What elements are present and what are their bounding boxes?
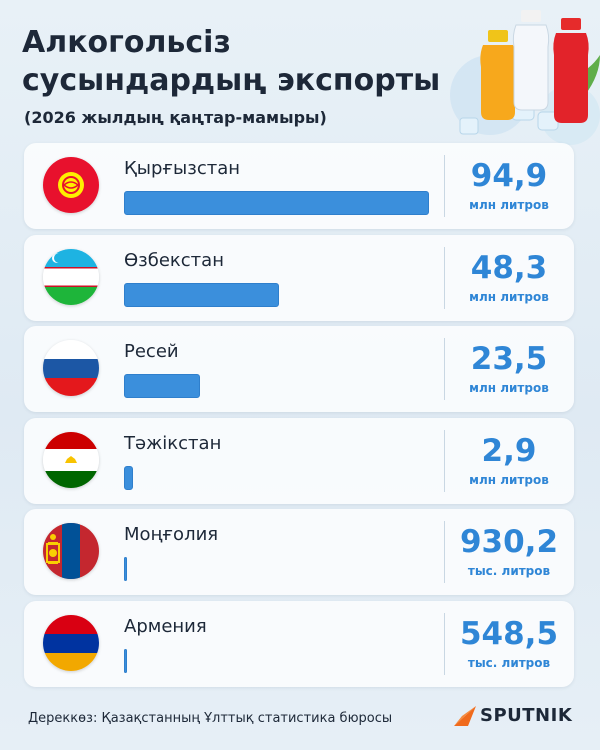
unit-label: млн литров — [469, 290, 549, 304]
drink-bottles-illustration — [450, 10, 600, 145]
mongolia-flag-icon — [43, 523, 99, 579]
country-row: Өзбекстан 48,3 млн литров — [24, 235, 574, 321]
country-row: Армения 548,5 тыс. литров — [24, 601, 574, 687]
unit-label: млн литров — [469, 381, 549, 395]
row-divider — [444, 430, 445, 492]
russia-flag-icon — [43, 340, 99, 396]
row-divider — [444, 247, 445, 309]
bar-mark — [124, 374, 200, 398]
tajikistan-flag-icon — [43, 432, 99, 488]
row-divider — [444, 338, 445, 400]
country-label: Тәжікстан — [124, 433, 222, 454]
unit-label: млн литров — [469, 473, 549, 487]
value-label: 930,2 — [459, 524, 559, 560]
row-divider — [444, 613, 445, 675]
country-label: Ресей — [124, 341, 179, 362]
value-label: 48,3 — [470, 250, 548, 286]
sputnik-logo: SPUTNIK — [452, 702, 576, 730]
country-label: Қырғызстан — [124, 158, 241, 179]
value-label: 94,9 — [470, 158, 548, 194]
country-label: Армения — [124, 616, 207, 637]
country-row: Қырғызстан 94,9 млн литров — [24, 143, 574, 229]
kyrgyzstan-flag-icon — [43, 157, 99, 213]
row-divider — [444, 521, 445, 583]
value-label: 548,5 — [459, 616, 559, 652]
page-title: Алкогольсіз сусындардың экспорты — [22, 25, 441, 98]
bar-mark — [124, 466, 133, 490]
sputnik-logo-mark-icon — [454, 706, 476, 726]
unit-label: тыс. литров — [467, 656, 551, 670]
country-label: Өзбекстан — [124, 250, 224, 271]
unit-label: тыс. литров — [467, 564, 551, 578]
sputnik-logo-text: SPUTNIK — [480, 705, 573, 726]
bar-mark — [124, 557, 127, 581]
value-label: 2,9 — [481, 433, 537, 469]
source-note: Дереккөз: Қазақстанның Ұлттық статистика… — [28, 711, 393, 726]
row-divider — [444, 155, 445, 217]
bar-mark — [124, 649, 127, 673]
country-row: Тәжікстан 2,9 млн литров — [24, 418, 574, 504]
country-row: Моңғолия 930,2 тыс. литров — [24, 509, 574, 595]
armenia-flag-icon — [43, 615, 99, 671]
value-label: 23,5 — [470, 341, 548, 377]
page-subtitle: (2026 жылдың қаңтар-мамыры) — [24, 108, 327, 127]
country-label: Моңғолия — [124, 524, 219, 545]
unit-label: млн литров — [469, 198, 549, 212]
bar-mark — [124, 283, 279, 307]
bar-mark — [124, 191, 429, 215]
country-row: Ресей 23,5 млн литров — [24, 326, 574, 412]
uzbekistan-flag-icon — [43, 249, 99, 305]
